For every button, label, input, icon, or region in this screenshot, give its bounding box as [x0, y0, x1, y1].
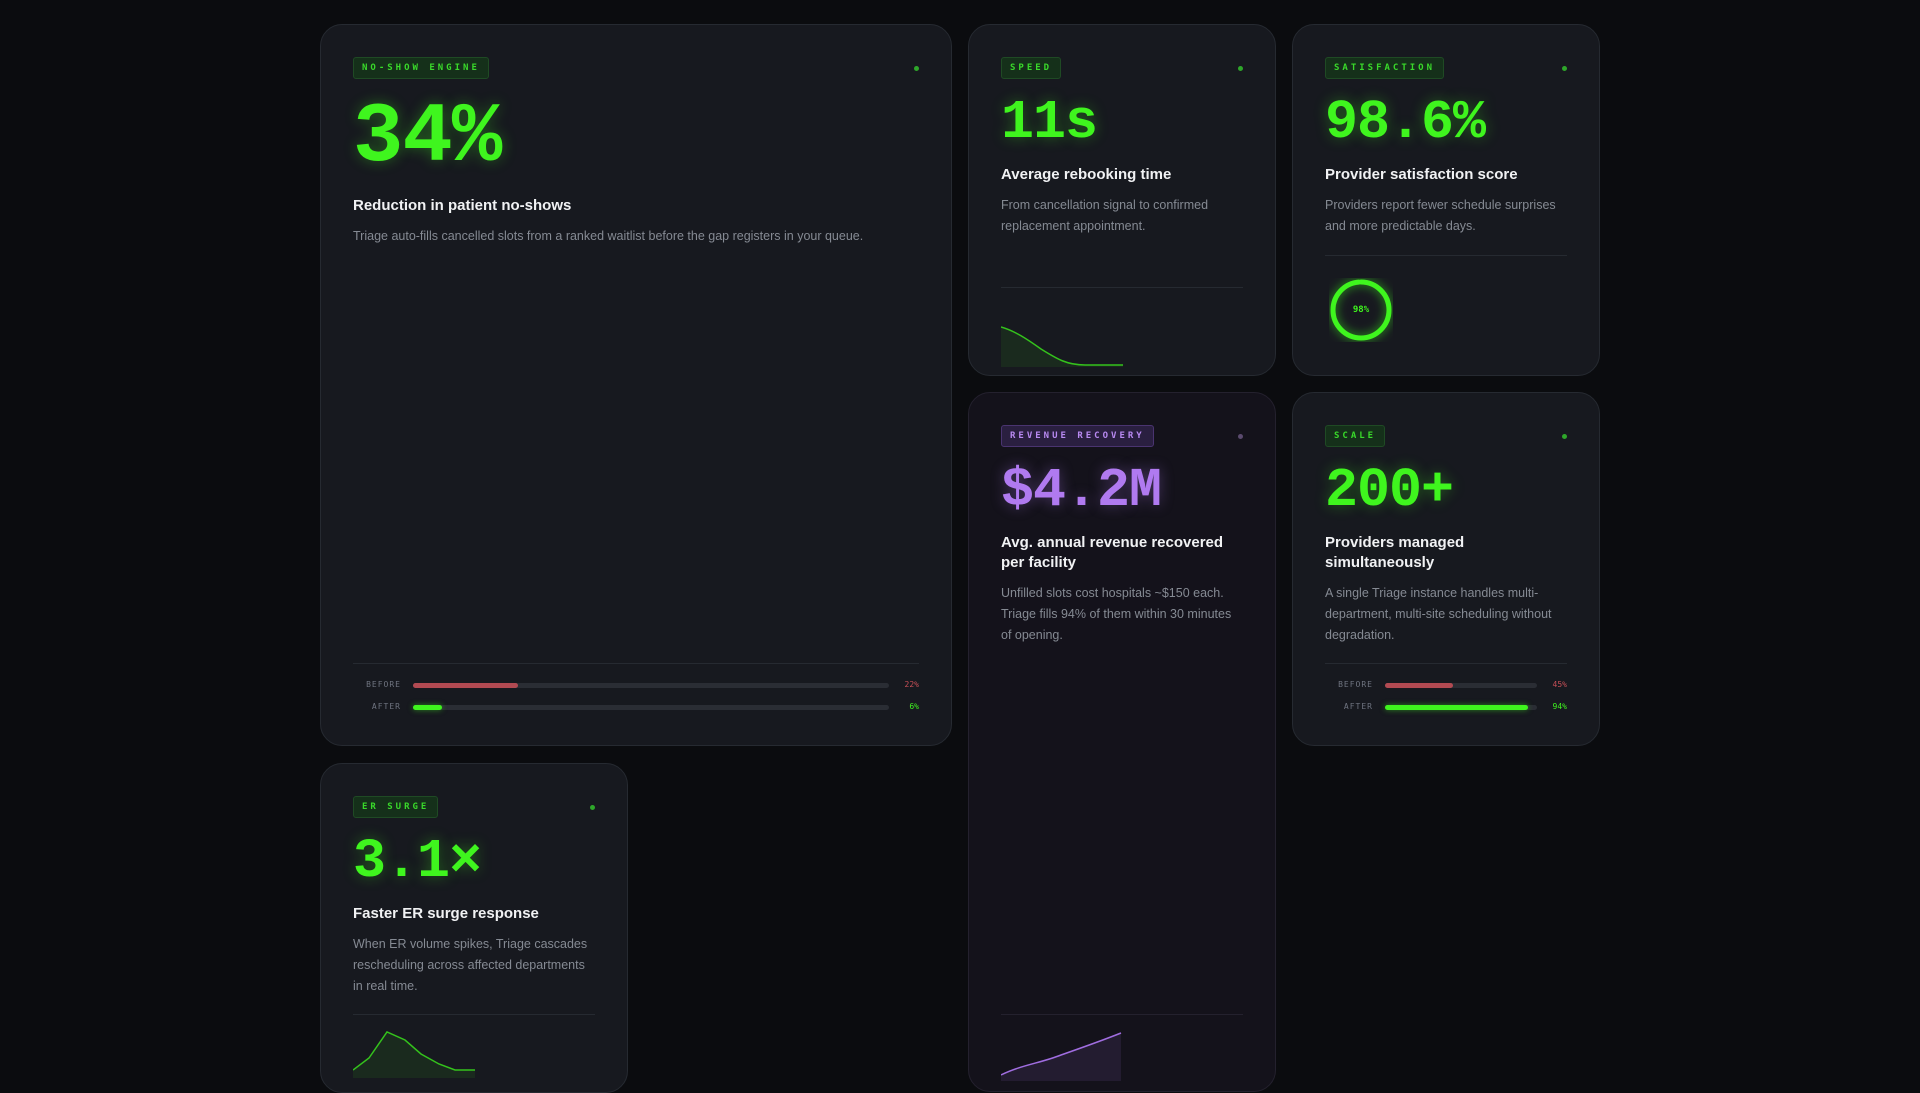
satisfaction-title: Provider satisfaction score: [1325, 166, 1518, 183]
after-bar-track: [413, 705, 889, 710]
scale-badge: SCALE: [1325, 425, 1386, 447]
after-bar-fill: [1385, 705, 1528, 710]
divider: [1001, 1014, 1243, 1015]
satisfaction-card: SATISFACTION 98.6% Provider satisfaction…: [1292, 24, 1600, 376]
ring-progress-arc: [1330, 279, 1392, 341]
ring-label: 98%: [1352, 305, 1370, 315]
scale-title: Providers managed simultaneously: [1325, 534, 1465, 571]
divider: [1001, 287, 1243, 288]
sparkline-line: [353, 1031, 475, 1071]
noshow-metric: 34%: [353, 91, 502, 186]
noshow-card: NO-SHOW ENGINE 34% Reduction in patient …: [320, 24, 952, 746]
status-dot-icon: [914, 66, 919, 71]
after-value: 6%: [909, 702, 919, 711]
sparkline-area: [1001, 327, 1123, 367]
scale-before-row: BEFORE 45%: [1325, 679, 1567, 691]
scale-after-row: AFTER 94%: [1325, 701, 1567, 713]
before-bar-track: [413, 683, 889, 688]
before-bar-fill: [413, 683, 518, 688]
status-dot-icon: [1238, 434, 1243, 439]
scale-card: SCALE 200+ Providers managed simultaneou…: [1292, 392, 1600, 746]
noshow-title: Reduction in patient no-shows: [353, 197, 572, 214]
noshow-after-row: AFTER 6%: [353, 701, 919, 713]
er-sparkline: [353, 1031, 475, 1078]
before-bar-fill: [1385, 683, 1454, 688]
divider: [353, 1014, 595, 1015]
satisfaction-desc: Providers report fewer schedule surprise…: [1325, 198, 1556, 233]
after-label: AFTER: [371, 702, 401, 711]
revenue-badge: REVENUE RECOVERY: [1001, 425, 1154, 447]
speed-title: Average rebooking time: [1001, 166, 1172, 183]
status-dot-icon: [1562, 434, 1567, 439]
revenue-card: REVENUE RECOVERY $4.2M Avg. annual reven…: [968, 392, 1276, 1092]
speed-badge: SPEED: [1001, 57, 1062, 79]
noshow-desc: Triage auto-fills cancelled slots from a…: [353, 229, 864, 243]
divider: [1325, 255, 1567, 256]
noshow-before-row: BEFORE 22%: [353, 679, 919, 691]
after-label: AFTER: [1343, 702, 1373, 711]
scale-metric: 200+: [1325, 459, 1454, 522]
er-title: Faster ER surge response: [353, 905, 539, 922]
before-label: BEFORE: [366, 680, 401, 689]
er-badge: ER SURGE: [353, 796, 439, 818]
after-value: 94%: [1552, 702, 1567, 711]
speed-sparkline: [1001, 326, 1123, 367]
sparkline-line: [1001, 326, 1123, 366]
noshow-badge: NO-SHOW ENGINE: [353, 57, 489, 79]
revenue-desc: Unfilled slots cost hospitals ~$150 each…: [1001, 586, 1232, 642]
revenue-title: Avg. annual revenue recovered per facili…: [1001, 534, 1224, 571]
sparkline-line: [1001, 1032, 1122, 1076]
divider: [353, 663, 919, 664]
revenue-sparkline: [1001, 1032, 1122, 1081]
speed-desc: From cancellation signal to confirmed re…: [1001, 198, 1209, 233]
satisfaction-ring: 98%: [1329, 278, 1393, 342]
after-bar-track: [1385, 705, 1537, 710]
speed-metric: 11s: [1001, 91, 1098, 154]
speed-card: SPEED 11s Average rebooking time From ca…: [968, 24, 1276, 376]
before-value: 22%: [904, 680, 919, 689]
status-dot-icon: [590, 805, 595, 810]
er-desc: When ER volume spikes, Triage cascades r…: [353, 937, 588, 993]
before-bar-track: [1385, 683, 1537, 688]
status-dot-icon: [1562, 66, 1567, 71]
revenue-metric: $4.2M: [1001, 459, 1162, 522]
before-label: BEFORE: [1338, 680, 1373, 689]
divider: [1325, 663, 1567, 664]
scale-desc: A single Triage instance handles multi-d…: [1325, 586, 1552, 642]
before-value: 45%: [1552, 680, 1567, 689]
after-bar-fill: [413, 705, 442, 710]
satisfaction-badge: SATISFACTION: [1325, 57, 1445, 79]
er-card: ER SURGE 3.1× Faster ER surge response W…: [320, 763, 628, 1093]
status-dot-icon: [1238, 66, 1243, 71]
satisfaction-metric: 98.6%: [1325, 91, 1486, 154]
er-metric: 3.1×: [353, 830, 482, 893]
